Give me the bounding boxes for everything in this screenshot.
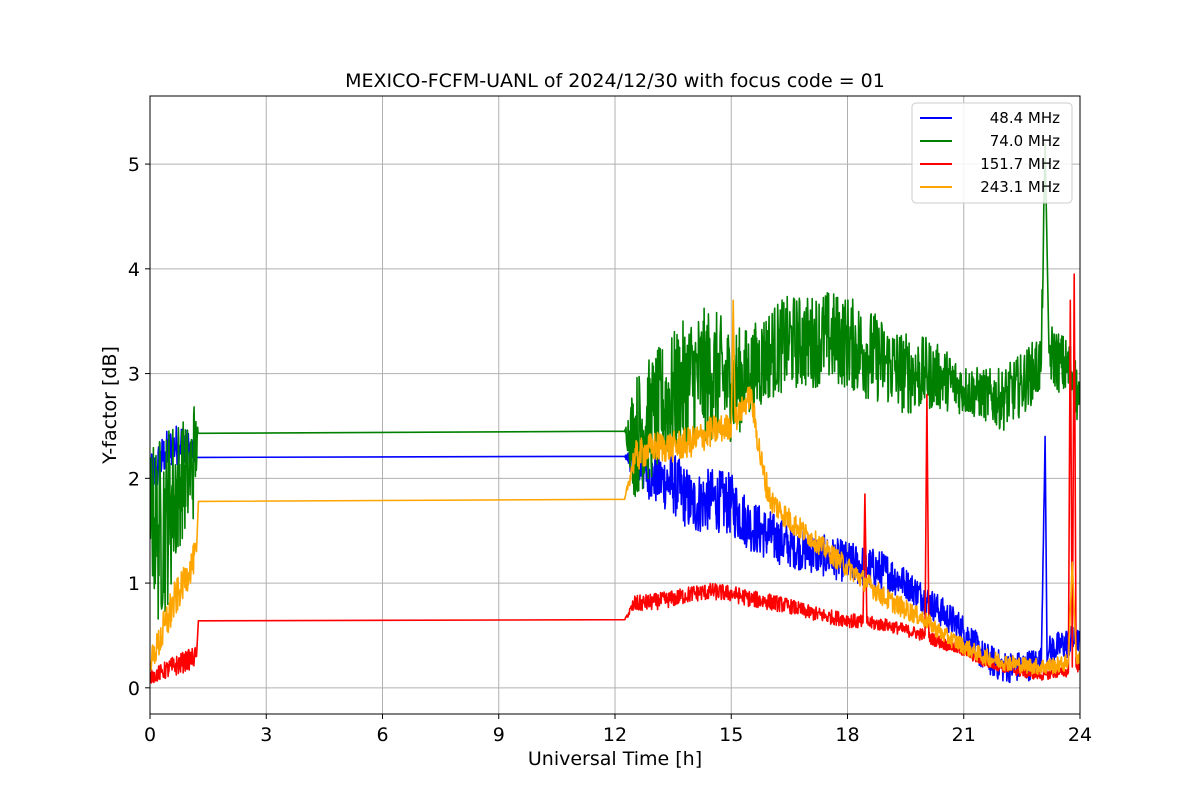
y-tick-label: 3 bbox=[128, 364, 140, 386]
x-tick-label: 12 bbox=[603, 724, 627, 746]
x-tick-label: 21 bbox=[952, 724, 976, 746]
y-tick-label: 5 bbox=[128, 154, 140, 176]
x-axis-label: Universal Time [h] bbox=[528, 748, 702, 770]
legend: 48.4 MHz 74.0 MHz 151.7 MHz 243.1 MHz bbox=[911, 102, 1073, 204]
series-lines bbox=[150, 142, 1080, 684]
series-line-3 bbox=[150, 299, 1080, 676]
x-tick-label: 3 bbox=[260, 724, 272, 746]
x-tick-label: 0 bbox=[144, 724, 156, 746]
legend-items: 48.4 MHz 74.0 MHz 151.7 MHz 243.1 MHz bbox=[920, 109, 1060, 196]
legend-box bbox=[911, 102, 1073, 204]
x-tick-label: 6 bbox=[376, 724, 388, 746]
y-axis-ticks: 0 1 2 3 4 5 bbox=[128, 154, 150, 700]
y-tick-label: 1 bbox=[128, 573, 140, 595]
y-axis-label: Y-factor [dB] bbox=[99, 346, 121, 465]
y-tick-label: 2 bbox=[128, 468, 140, 490]
y-tick-label: 0 bbox=[128, 678, 140, 700]
x-tick-label: 18 bbox=[835, 724, 859, 746]
legend-label: 74.0 MHz bbox=[990, 132, 1060, 150]
x-axis-ticks: 0 3 6 9 12 15 18 21 24 bbox=[144, 714, 1092, 746]
x-tick-label: 24 bbox=[1068, 724, 1092, 746]
series-line-1 bbox=[150, 142, 1080, 620]
legend-label: 151.7 MHz bbox=[980, 155, 1060, 173]
legend-label: 48.4 MHz bbox=[990, 109, 1060, 127]
x-tick-label: 9 bbox=[493, 724, 505, 746]
plot-area bbox=[150, 142, 1080, 684]
x-tick-label: 15 bbox=[719, 724, 743, 746]
chart-title: MEXICO-FCFM-UANL of 2024/12/30 with focu… bbox=[345, 70, 885, 92]
legend-label: 243.1 MHz bbox=[980, 178, 1060, 196]
y-tick-label: 4 bbox=[128, 259, 140, 281]
